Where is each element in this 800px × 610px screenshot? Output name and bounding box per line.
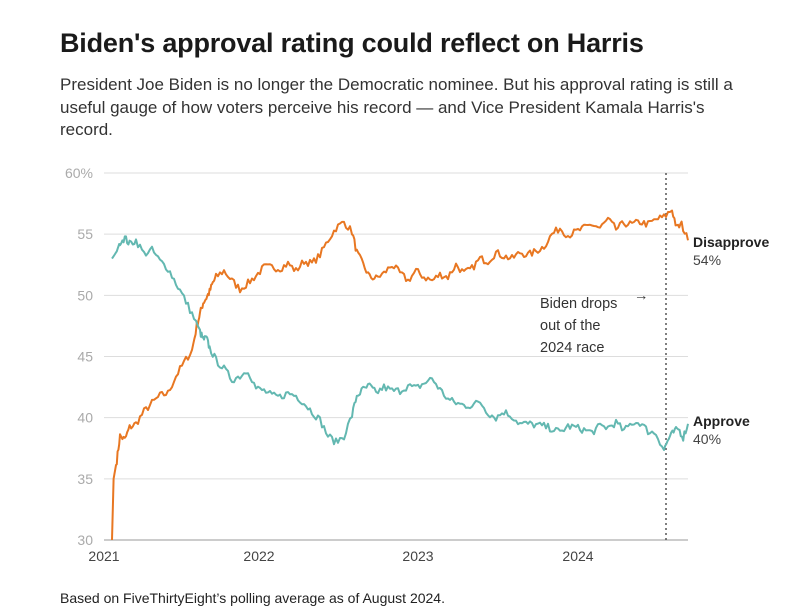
approve-value: 40% — [693, 431, 721, 447]
disapprove-line — [111, 209, 689, 541]
approve-label: Approve — [693, 413, 750, 429]
chart-title: Biden's approval rating could reflect on… — [60, 28, 644, 58]
x-tick-label: 2024 — [562, 548, 593, 564]
x-tick-label: 2022 — [243, 548, 274, 564]
y-axis-tick-labels: 30 35 40 45 50 55 60% — [65, 165, 93, 548]
x-axis-tick-labels: 2021 2022 2023 2024 — [88, 548, 593, 564]
y-tick-label: 60% — [65, 165, 93, 181]
annotation-arrow: → — [634, 288, 649, 304]
annotation-line: 2024 race — [540, 340, 605, 356]
y-tick-label: 45 — [77, 349, 93, 365]
y-tick-label: 30 — [77, 532, 93, 548]
dropout-annotation: Biden drops out of the 2024 race → — [540, 288, 649, 356]
approve-line — [111, 235, 689, 451]
y-tick-label: 40 — [77, 410, 93, 426]
y-tick-label: 35 — [77, 471, 93, 487]
y-tick-label: 55 — [77, 226, 93, 242]
annotation-line: out of the — [540, 318, 600, 334]
x-tick-label: 2021 — [88, 548, 119, 564]
annotation-line: Biden drops — [540, 296, 617, 312]
disapprove-label: Disapprove — [693, 234, 769, 250]
chart-subtitle: President Joe Biden is no longer the Dem… — [60, 75, 733, 139]
disapprove-value: 54% — [693, 252, 721, 268]
source-note: Based on FiveThirtyEight’s polling avera… — [60, 590, 445, 606]
y-tick-label: 50 — [77, 287, 93, 303]
series-end-labels: Disapprove 54% Approve 40% — [693, 234, 769, 447]
x-tick-label: 2023 — [402, 548, 433, 564]
gridlines — [104, 172, 688, 541]
series-lines — [111, 209, 689, 541]
